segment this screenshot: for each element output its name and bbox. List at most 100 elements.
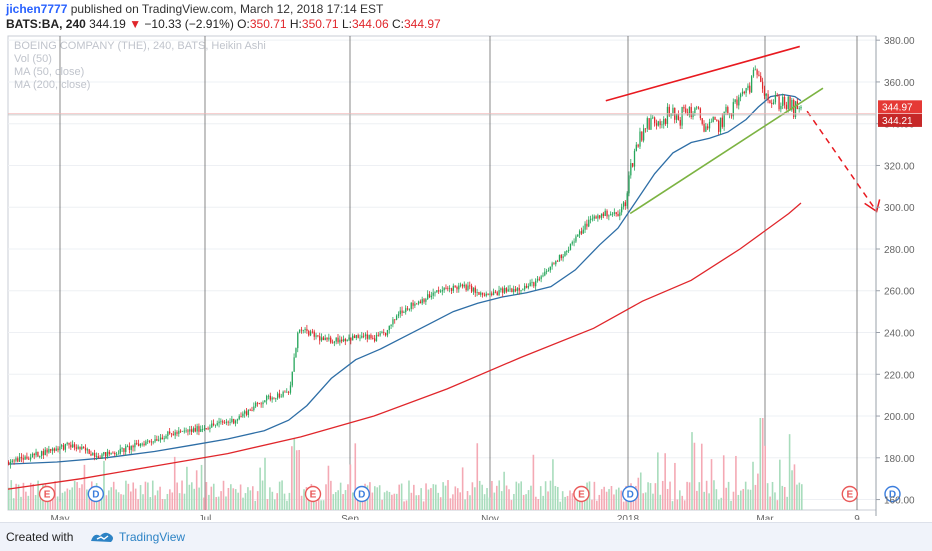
candle-body <box>414 303 416 306</box>
candle-body <box>84 447 87 451</box>
volume-bar <box>659 494 662 510</box>
tradingview-brand[interactable]: TradingView <box>119 530 186 544</box>
candle-body <box>672 107 674 114</box>
volume-bar <box>715 489 718 510</box>
candle-body <box>48 449 50 453</box>
earnings-badge <box>304 485 322 503</box>
candle-body <box>9 461 12 465</box>
volume-bar <box>432 484 435 510</box>
volume-bar <box>144 481 147 510</box>
candle-body <box>145 441 147 446</box>
candle-body <box>555 261 557 265</box>
volume-bar <box>183 493 186 510</box>
candle-body <box>328 337 330 340</box>
candle-body <box>311 331 314 333</box>
volume-bar <box>142 494 144 510</box>
candle-body <box>439 291 442 293</box>
volume-bar <box>483 494 486 510</box>
candle-body <box>132 445 134 448</box>
volume-bar <box>681 495 684 510</box>
candle-body <box>55 448 57 451</box>
volume-bar <box>234 489 237 510</box>
volume-bar <box>73 481 76 510</box>
close-value: 344.97 <box>404 17 441 31</box>
candle-body <box>61 445 63 447</box>
candle-body <box>75 447 78 449</box>
candle-body <box>298 329 301 333</box>
volume-bar <box>447 480 449 510</box>
candle-body <box>390 324 392 326</box>
candle-body <box>293 357 295 372</box>
candle-body <box>302 329 304 331</box>
candle-body <box>128 446 131 450</box>
candle-body <box>233 418 235 424</box>
volume-bar <box>508 489 510 510</box>
dividend-badge <box>884 485 901 503</box>
volume-bar <box>686 481 688 510</box>
volume-bar <box>713 480 715 510</box>
candle-body <box>771 103 773 105</box>
candle-body <box>675 114 678 120</box>
candle-body <box>533 282 535 287</box>
volume-bar <box>283 493 286 510</box>
candle-body <box>622 202 625 207</box>
candle-body <box>604 210 606 217</box>
candle-body <box>520 290 522 291</box>
volume-bar <box>130 491 132 510</box>
volume-bar <box>117 492 120 510</box>
candle-body <box>597 215 599 219</box>
candle-body <box>741 91 744 95</box>
candle-body <box>794 101 797 117</box>
candle-body <box>589 218 592 220</box>
volume-bar <box>227 487 230 510</box>
candle-body <box>740 94 742 98</box>
candle-body <box>505 288 508 292</box>
candle-body <box>518 287 520 291</box>
candle-body <box>92 452 94 456</box>
volume-bar <box>369 482 371 510</box>
candle-body <box>141 443 143 445</box>
candle-body <box>630 163 632 176</box>
candle-body <box>412 302 414 306</box>
candle-body <box>399 310 401 315</box>
volume-bar <box>125 480 127 510</box>
candle-body <box>115 453 118 455</box>
volume-bar <box>249 490 252 510</box>
candle-body <box>783 96 786 105</box>
volume-bar <box>120 494 122 510</box>
volume-bar <box>115 489 117 510</box>
volume-bar <box>766 483 769 510</box>
volume-bar <box>547 491 549 510</box>
author-link[interactable]: jichen7777 <box>6 2 68 16</box>
candle-body <box>615 212 617 214</box>
volume-bar <box>225 496 227 510</box>
candle-body <box>201 429 204 430</box>
volume-bar <box>86 489 88 510</box>
event-label: D <box>889 490 896 501</box>
x-tick-label: May <box>51 514 70 520</box>
volume-bar <box>15 483 17 510</box>
candle-body <box>384 332 387 336</box>
price-chart[interactable]: E D E D E D E D BOEING COMPANY (THE), 240, BATS… <box>0 32 932 520</box>
volume-bar <box>59 501 61 510</box>
candle-body <box>106 451 109 457</box>
candle-body <box>22 458 24 460</box>
volume-bar <box>181 480 183 510</box>
candle-body <box>231 418 233 422</box>
volume-bar <box>17 484 20 510</box>
candle-body <box>664 118 667 124</box>
volume-bar <box>530 485 532 510</box>
volume-bar <box>352 492 354 510</box>
candle-body <box>752 69 755 77</box>
candle-body <box>705 126 707 132</box>
candle-body <box>677 114 680 120</box>
candle-body <box>134 442 136 448</box>
volume-bar <box>449 498 452 510</box>
volume-bar <box>88 489 91 510</box>
volume-bar <box>347 484 349 510</box>
candle-body <box>785 104 788 109</box>
volume-bar <box>571 493 574 510</box>
volume-bar <box>786 496 788 510</box>
candle-body <box>487 293 489 295</box>
volume-bar <box>564 496 566 510</box>
